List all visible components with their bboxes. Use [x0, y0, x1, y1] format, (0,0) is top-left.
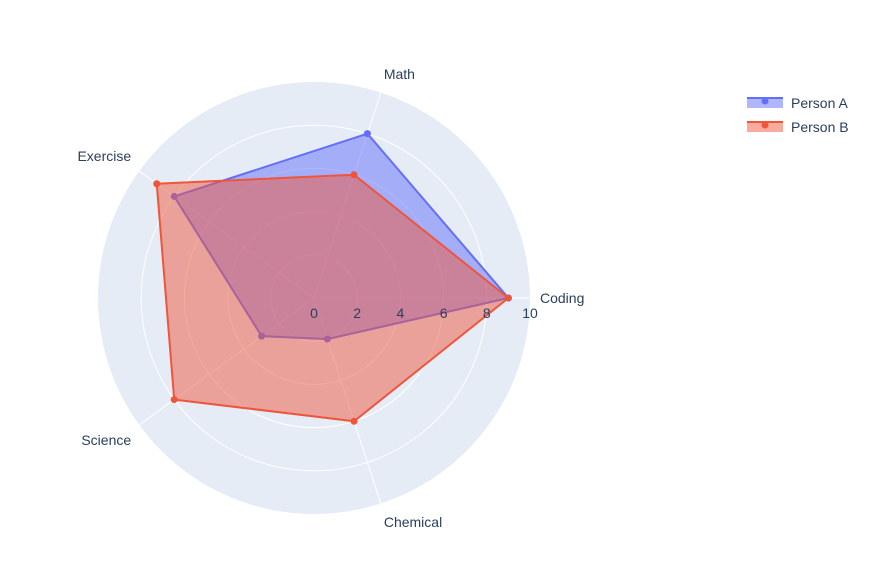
angular-axis-labels: Coding Math Exercise Science Chemical	[77, 66, 584, 530]
legend-item[interactable]: Person B	[747, 119, 849, 135]
category-label: Science	[81, 432, 131, 448]
radial-tick-label: 2	[353, 305, 361, 321]
category-label: Chemical	[384, 514, 442, 530]
legend-marker	[761, 97, 769, 105]
radial-tick-label: 8	[483, 305, 491, 321]
data-point[interactable]	[504, 294, 512, 302]
radial-tick-label: 0	[310, 305, 318, 321]
series-layer	[153, 130, 512, 425]
category-label: Math	[384, 66, 415, 82]
series-area	[155, 173, 510, 423]
data-point[interactable]	[350, 417, 358, 425]
radial-tick-label: 10	[522, 305, 538, 321]
data-point[interactable]	[363, 130, 371, 138]
data-point[interactable]	[153, 180, 161, 188]
data-point[interactable]	[170, 396, 178, 404]
radial-tick-labels: 0 2 4 6 8 10	[310, 305, 538, 321]
legend[interactable]: Person A Person B	[747, 95, 849, 135]
legend-label: Person B	[791, 119, 849, 135]
legend-marker	[761, 121, 769, 129]
data-point[interactable]	[350, 171, 358, 179]
radial-tick-label: 4	[397, 305, 405, 321]
category-label: Exercise	[77, 148, 131, 164]
legend-label: Person A	[791, 95, 848, 111]
legend-item[interactable]: Person A	[747, 95, 848, 111]
category-label: Coding	[540, 290, 584, 306]
radial-tick-label: 6	[440, 305, 448, 321]
